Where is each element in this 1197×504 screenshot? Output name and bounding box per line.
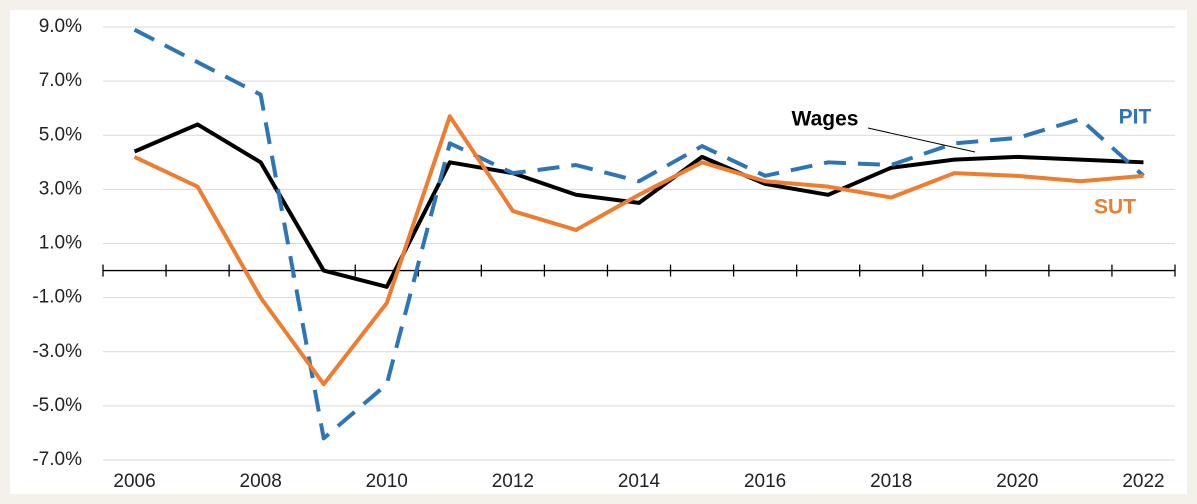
y-tick-label: -5.0% (32, 395, 82, 416)
y-tick-label: -7.0% (32, 449, 82, 470)
x-tick-label: 2008 (240, 471, 282, 492)
x-tick-label: 2010 (366, 471, 408, 492)
y-tick-label: 1.0% (39, 233, 82, 254)
x-tick-label: 2012 (492, 471, 534, 492)
x-tick-label: 2018 (870, 471, 912, 492)
series-label: Wages (792, 108, 859, 131)
series-line (133, 114, 1144, 387)
x-tick-label: 2006 (113, 471, 155, 492)
x-tick-label: 2014 (618, 471, 661, 492)
series-line (133, 27, 1145, 441)
x-tick-label: 2020 (996, 471, 1038, 492)
y-tick-label: 5.0% (39, 124, 82, 145)
series-line (133, 122, 1144, 289)
series-label: SUT (1094, 196, 1136, 219)
y-tick-label: -3.0% (32, 341, 82, 362)
y-tick-label: 9.0% (39, 16, 82, 37)
x-tick-label: 2016 (744, 471, 786, 492)
series-label: PIT (1119, 106, 1152, 129)
y-tick-label: 7.0% (39, 70, 82, 91)
leader-line (867, 127, 976, 153)
y-tick-label: 3.0% (39, 178, 82, 199)
plot-background (10, 10, 1187, 494)
x-tick-label: 2022 (1122, 471, 1164, 492)
y-tick-label: -1.0% (32, 287, 82, 308)
